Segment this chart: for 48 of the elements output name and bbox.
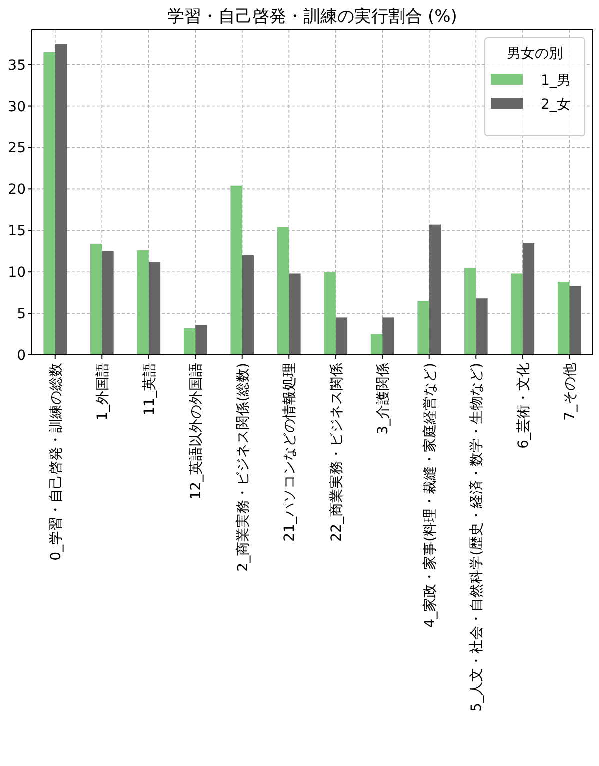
bar — [336, 318, 348, 355]
bar — [44, 52, 56, 355]
x-tick-label: 0_学習・自己啓発・訓練の総数 — [48, 363, 64, 561]
bar — [511, 274, 523, 355]
bar — [429, 224, 442, 355]
y-tick-label: 10 — [8, 265, 26, 282]
x-tick-label: 7_その他 — [562, 363, 579, 421]
x-tick-label: 4_家政・家事(料理・裁縫・家庭経営など) — [422, 363, 438, 628]
bar — [558, 282, 570, 355]
x-tick-label: 22_商業実務・ビジネス関係 — [328, 363, 345, 542]
bar — [90, 244, 102, 355]
y-tick-label: 30 — [8, 99, 26, 116]
y-tick-label: 5 — [17, 306, 26, 323]
bar — [102, 251, 114, 355]
x-tick-label: 1_外国語 — [95, 363, 112, 421]
bar — [382, 318, 394, 355]
bar — [418, 301, 430, 355]
bar — [476, 298, 488, 355]
bar — [522, 243, 535, 355]
bar — [148, 262, 161, 355]
y-tick-label: 25 — [8, 140, 26, 157]
bar — [137, 250, 149, 355]
x-tick-label: 6_芸術・文化 — [516, 363, 532, 449]
x-tick-label: 3_介護関係 — [376, 363, 392, 435]
bar — [184, 328, 196, 355]
y-tick-label: 20 — [8, 182, 26, 198]
legend-label: 1_男 — [541, 73, 571, 89]
x-tick-label: 12_英語以外の外国語 — [188, 363, 205, 500]
x-tick-label: 11_英語 — [142, 363, 158, 416]
x-tick-label: 2_商業実務・ビジネス関係(総数) — [235, 363, 252, 572]
bar — [196, 325, 208, 355]
bar — [370, 334, 383, 355]
chart-title: 学習・自己啓発・訓練の実行割合 (%) — [168, 7, 458, 27]
bar — [324, 272, 336, 355]
bar — [242, 256, 254, 355]
legend-title: 男女の別 — [507, 46, 563, 62]
x-tick-label: 5_人文・社会・自然科学(歴史・経済・数学・生物など) — [469, 363, 486, 712]
bar — [277, 227, 290, 355]
y-tick-label: 0 — [17, 348, 26, 364]
bar — [55, 44, 68, 355]
legend-label: 2_女 — [541, 97, 571, 113]
bar — [289, 274, 301, 355]
bar — [570, 286, 582, 355]
x-tick-label: 21_パソコンなどの情報処理 — [282, 363, 298, 542]
bar — [464, 268, 476, 355]
bar — [230, 186, 242, 355]
y-tick-label: 35 — [8, 58, 26, 74]
y-tick-label: 15 — [8, 224, 26, 240]
